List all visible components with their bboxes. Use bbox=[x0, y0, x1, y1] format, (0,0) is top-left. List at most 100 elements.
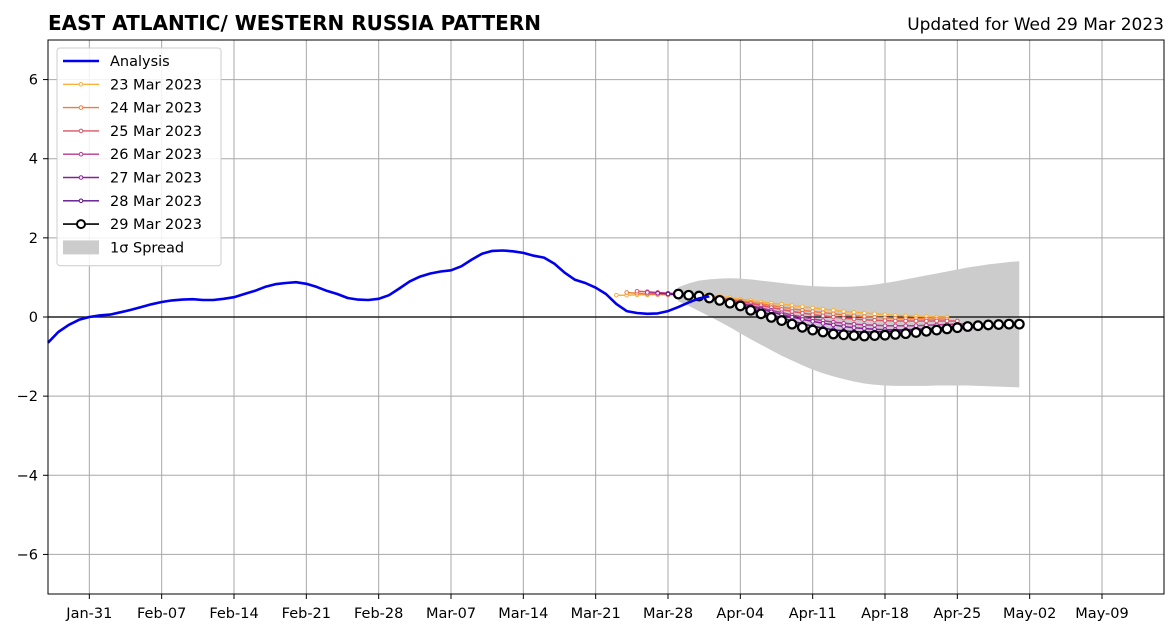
forecast-series-6 bbox=[672, 288, 1025, 342]
x-tick-label: Feb-21 bbox=[282, 606, 331, 622]
y-tick-label: −2 bbox=[17, 389, 38, 405]
y-tick-label: −4 bbox=[17, 468, 38, 484]
forecast-point bbox=[831, 322, 836, 328]
forecast-point bbox=[858, 330, 870, 342]
legend-marker-forecast bbox=[78, 175, 84, 180]
forecast-point bbox=[851, 316, 857, 322]
legend-label-analysis: Analysis bbox=[110, 54, 170, 70]
forecast-point bbox=[810, 305, 815, 311]
legend-label-forecast: 28 Mar 2023 bbox=[110, 194, 202, 210]
forecast-point bbox=[624, 290, 629, 295]
analysis-line bbox=[47, 249, 710, 344]
forecast-point bbox=[655, 290, 660, 296]
forecast-point bbox=[982, 319, 994, 331]
forecast-point bbox=[820, 321, 826, 326]
legend-label-forecast: 27 Mar 2023 bbox=[110, 171, 202, 187]
legend-label-forecast: 26 Mar 2023 bbox=[110, 147, 202, 163]
legend-label-forecast: 24 Mar 2023 bbox=[110, 101, 202, 117]
forecast-point bbox=[683, 289, 695, 301]
legend-marker-forecast bbox=[78, 128, 84, 134]
forecast-point bbox=[872, 311, 877, 317]
forecast-point bbox=[841, 324, 846, 329]
forecast-point bbox=[872, 317, 877, 323]
forecast-point bbox=[820, 306, 826, 312]
forecast-point bbox=[827, 328, 839, 340]
forecast-point bbox=[882, 323, 888, 329]
forecast-point bbox=[920, 325, 932, 337]
forecast-point bbox=[862, 317, 867, 323]
forecast-point bbox=[931, 324, 943, 336]
forecast-point bbox=[944, 318, 950, 324]
forecast-point bbox=[962, 321, 974, 332]
x-tick-label: Jan-31 bbox=[65, 606, 112, 622]
forecast-point bbox=[810, 319, 815, 324]
forecast-layer bbox=[614, 288, 1025, 342]
y-tick-label: 4 bbox=[29, 152, 38, 168]
forecast-point bbox=[893, 318, 898, 324]
forecast-point bbox=[903, 318, 908, 324]
legend-marker-forecast bbox=[78, 82, 84, 87]
forecast-point bbox=[800, 304, 805, 310]
forecast-point bbox=[913, 323, 919, 329]
forecast-point bbox=[851, 325, 857, 330]
x-tick-label: Apr-04 bbox=[716, 606, 764, 622]
axis-ticks: Jan-31 Feb-07 Feb-14 Feb-21 Feb-28 Mar-07 Mar-… bbox=[17, 73, 1129, 622]
forecast-point bbox=[755, 308, 767, 320]
legend-marker-forecast bbox=[78, 151, 84, 157]
legend-box bbox=[56, 47, 222, 267]
chart-title: EAST ATLANTIC/ WESTERN RUSSIA PATTERN bbox=[48, 11, 541, 35]
forecast-point bbox=[889, 329, 901, 340]
forecast-point bbox=[1013, 318, 1025, 330]
forecast-point bbox=[862, 326, 867, 331]
x-tick-label: Mar-14 bbox=[498, 606, 548, 622]
forecast-point bbox=[734, 300, 746, 312]
forecast-point bbox=[903, 323, 908, 329]
forecast-point bbox=[724, 297, 736, 309]
x-tick-label: May-02 bbox=[1003, 606, 1056, 622]
forecast-point bbox=[817, 326, 829, 338]
analysis-layer bbox=[47, 249, 710, 344]
forecast-point bbox=[882, 318, 888, 323]
forecast-point bbox=[665, 291, 671, 297]
forecast-point bbox=[841, 315, 846, 321]
forecast-point bbox=[924, 318, 929, 324]
forecast-point bbox=[1003, 318, 1015, 330]
forecast-point bbox=[820, 313, 826, 319]
forecast-point bbox=[869, 330, 881, 341]
forecast-point bbox=[893, 323, 898, 329]
y-tick-label: 2 bbox=[29, 231, 38, 247]
forecast-point bbox=[900, 328, 912, 340]
legend-label-forecast: 25 Mar 2023 bbox=[110, 124, 202, 140]
x-tick-label: Mar-07 bbox=[426, 606, 476, 622]
forecast-point bbox=[800, 317, 805, 322]
forecast-point bbox=[993, 319, 1005, 330]
x-tick-label: Feb-28 bbox=[354, 606, 403, 622]
legend-swatch-spread bbox=[63, 240, 99, 255]
forecast-point bbox=[841, 309, 846, 314]
x-tick-label: May-09 bbox=[1075, 606, 1128, 622]
y-tick-label: 6 bbox=[29, 73, 38, 89]
forecast-point bbox=[786, 318, 798, 330]
forecast-point bbox=[862, 322, 867, 328]
x-tick-label: Feb-07 bbox=[137, 606, 186, 622]
forecast-point bbox=[934, 318, 939, 324]
forecast-point bbox=[672, 288, 684, 300]
updated-label: Updated for Wed 29 Mar 2023 bbox=[907, 15, 1164, 35]
x-tick-label: Apr-18 bbox=[861, 606, 909, 622]
forecast-point bbox=[765, 311, 777, 323]
forecast-point bbox=[851, 309, 857, 315]
legend-label-forecast: 23 Mar 2023 bbox=[110, 77, 202, 93]
forecast-point bbox=[800, 310, 805, 316]
forecast-point bbox=[745, 304, 757, 316]
forecast-point bbox=[831, 307, 836, 313]
forecast-point bbox=[614, 292, 619, 298]
forecast-point bbox=[831, 314, 836, 320]
forecast-point bbox=[645, 290, 650, 295]
x-tick-label: Mar-28 bbox=[643, 606, 693, 622]
forecast-point bbox=[862, 310, 867, 316]
forecast-point bbox=[838, 329, 850, 341]
x-tick-label: Feb-14 bbox=[209, 606, 258, 622]
forecast-point bbox=[776, 315, 788, 326]
legend-label-forecast: 29 Mar 2023 bbox=[110, 217, 202, 233]
